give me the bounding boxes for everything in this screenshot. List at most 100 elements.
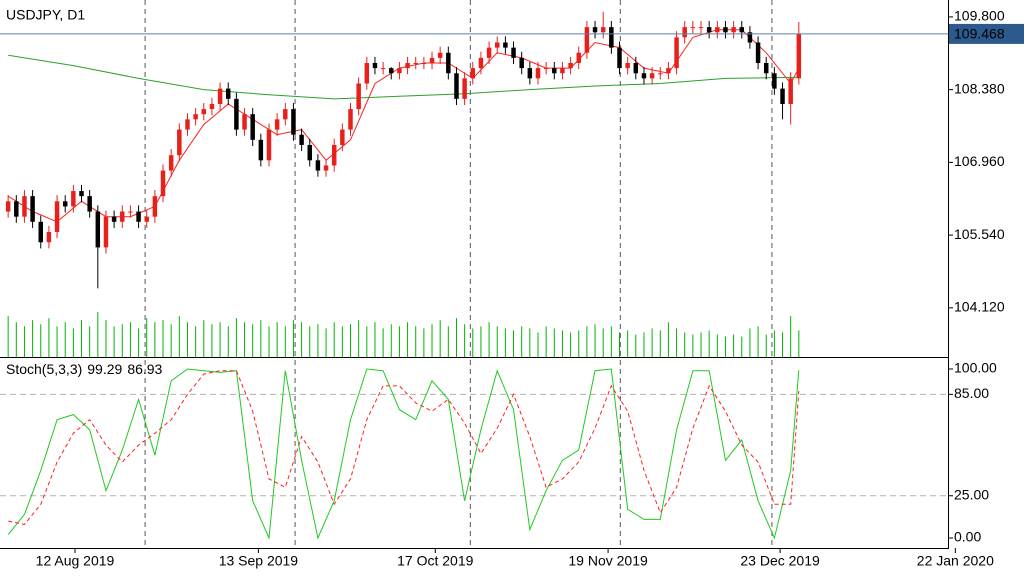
candle-body [356,83,361,110]
candle-body [723,27,728,33]
candle-body [543,68,549,70]
candle-body [535,68,541,79]
candle-body [486,47,492,58]
candle-body [136,211,141,222]
candle-body [217,88,223,104]
candle-body [225,88,231,99]
candle-body [103,216,109,248]
candle-body [274,119,280,130]
candle-body [128,211,133,213]
candle-body [649,73,655,79]
candle-body [14,201,19,217]
candle-body [372,63,378,69]
candle-body [437,52,443,58]
candle-body [315,160,321,171]
plot-area [0,0,948,548]
candle-body [201,109,207,115]
candle-body [46,232,52,243]
current-price-label: 109.468 [954,26,1005,42]
candle-body [397,68,402,74]
candle-body [331,144,337,166]
candle-body [658,73,663,75]
candle-body [144,216,149,222]
candle-body [291,109,296,135]
candle-body [494,42,500,48]
candle-body [71,191,76,207]
line-series [7,368,800,540]
candle-body [633,63,639,74]
candle-body [242,114,247,130]
y-tick-label: 108.380 [954,80,1005,96]
y-tick-label: 105.540 [954,226,1005,242]
candle-body [609,27,614,48]
candle-body [79,191,84,197]
indicator-readout: 99.29 [87,361,122,377]
candle-body [209,103,215,110]
candle-body [364,63,370,84]
candle-body [234,98,239,130]
candle-body [576,52,581,63]
candle-body [617,47,622,69]
y-tick-label: 104.120 [954,299,1005,315]
candle-body [503,42,508,48]
candle-body [625,63,630,69]
candle-body [772,73,777,89]
candle-body [568,63,573,69]
candle-body [519,57,524,69]
candle-body [87,196,92,212]
candle-body [22,196,27,217]
candle-body [755,42,761,63]
line-series [8,54,799,100]
candle-body [747,32,753,43]
candle-body [413,63,418,64]
candle-body [120,211,125,222]
candle-body [698,27,704,29]
candle-body [666,68,671,74]
candle-body [168,155,174,171]
candle-body [323,165,329,171]
candle-body [54,201,60,233]
candle-body [38,221,43,243]
candle-body [389,68,394,74]
candle-body [299,134,304,145]
candle-body [690,27,696,29]
candle-body [739,27,745,33]
indicator-readout: 86.93 [127,361,162,377]
x-tick-label: 13 Sep 2019 [219,553,299,569]
x-tick-label: 19 Nov 2019 [568,553,648,569]
candle-body [160,170,166,197]
candle-body [250,114,255,140]
y-tick-label: 100.00 [954,360,997,376]
candle-body [511,47,516,58]
y-tick-label: 25.00 [954,486,989,502]
current-price-box [949,23,1024,44]
candle-body [454,73,459,99]
candle-body [780,88,785,104]
candle-body [258,139,264,161]
candle-body [584,27,590,53]
candle-body [340,129,345,145]
candle-body [592,27,598,33]
candle-body [560,68,565,74]
y-tick-label: 109.800 [954,8,1005,24]
x-tick-label: 22 Jan 2020 [917,553,994,569]
candle-body [380,68,386,70]
candle-body [446,52,451,74]
candle-body [527,68,533,79]
candle-body [177,129,182,156]
line-series [7,29,800,223]
indicator-title: Stoch(5,3,3) [6,361,82,377]
candle-body [95,211,101,248]
y-tick-label: 85.00 [954,385,989,401]
candle-body [429,57,435,63]
candle-body [193,114,198,120]
candle-body [731,27,736,33]
y-tick-label: 0.00 [954,529,981,545]
candle-body [111,216,117,222]
candle-body [763,63,769,74]
candle-body [421,63,427,64]
candle-body [30,196,35,222]
candle-body [682,27,687,38]
